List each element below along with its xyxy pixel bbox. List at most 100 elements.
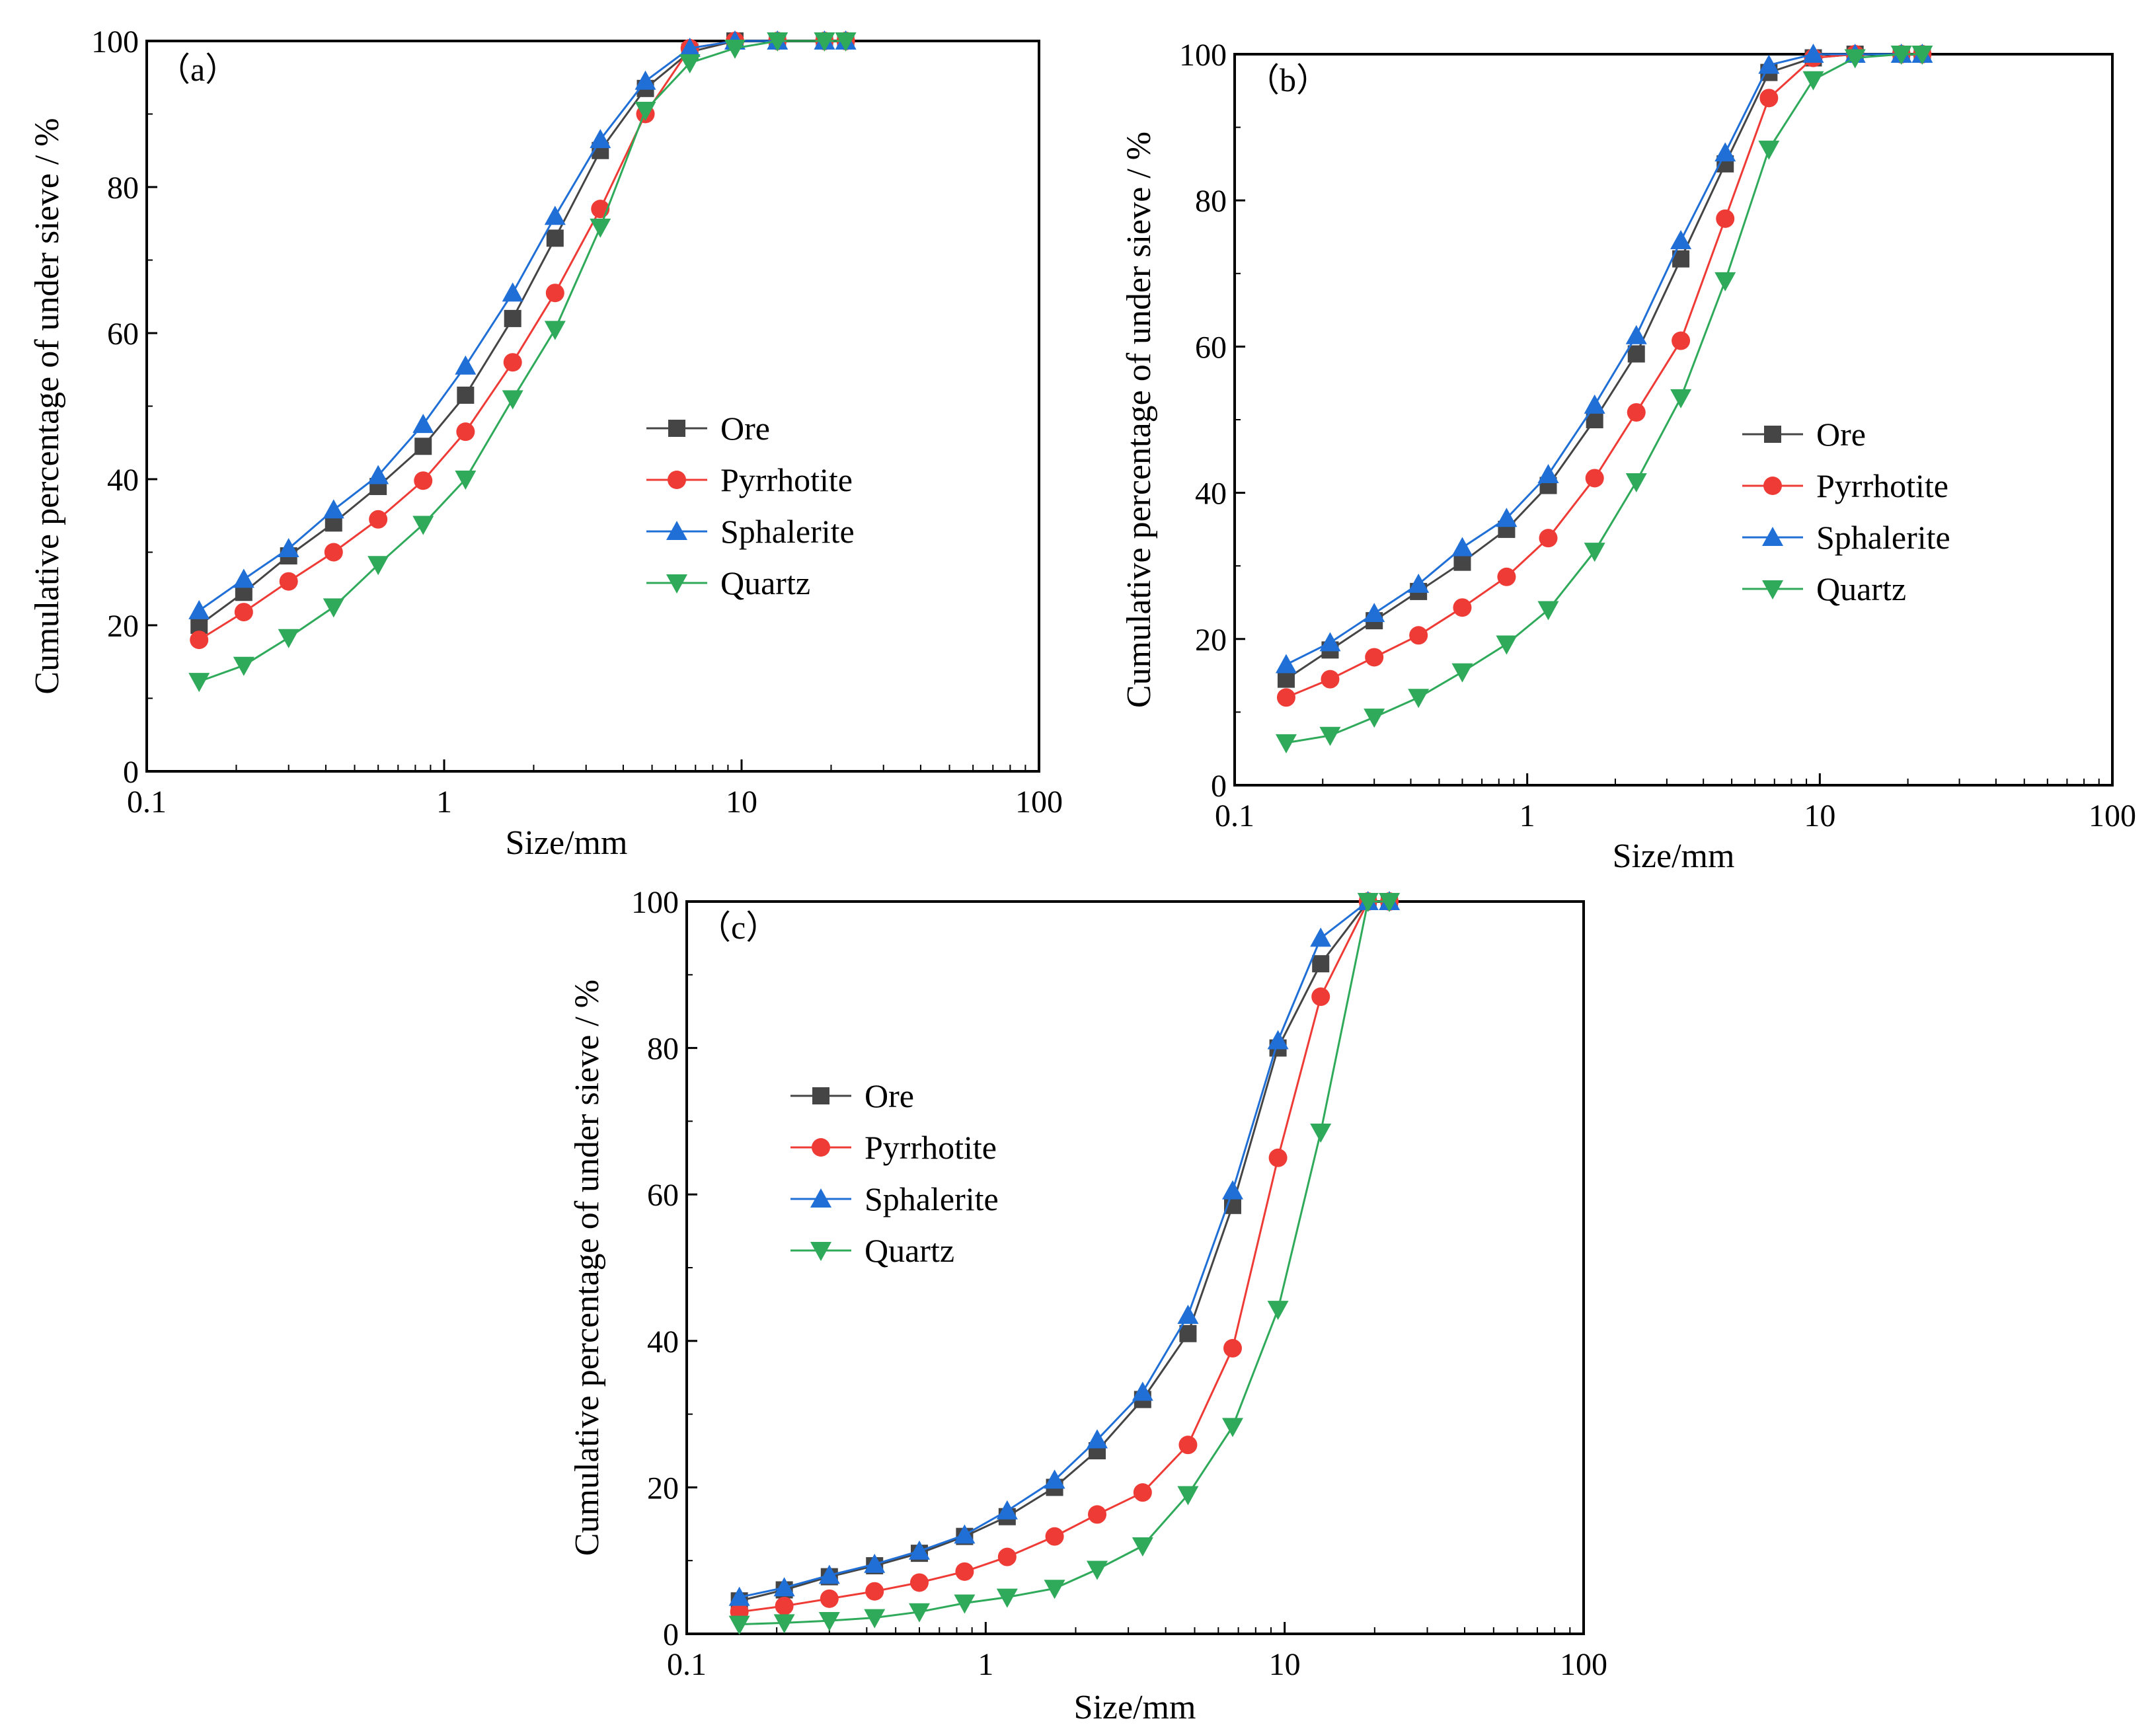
panel-b-series-pyrrhotite-point bbox=[1585, 469, 1604, 488]
panel-b-series-quartz-point bbox=[1802, 71, 1824, 91]
panel-c-series-sphalerite-point bbox=[1044, 1469, 1065, 1489]
panel-b-x-axis-label: Size/mm bbox=[1613, 837, 1735, 875]
panel-a-series-sphalerite-point bbox=[323, 499, 344, 519]
panel-b-series-quartz-line bbox=[1286, 53, 1923, 744]
panel-a-series-quartz-point bbox=[367, 556, 389, 576]
panel-c-xtick-label: 0.1 bbox=[667, 1647, 707, 1682]
panel-c-series-sphalerite-point bbox=[954, 1524, 976, 1544]
panel-a-series-ore-point bbox=[414, 438, 432, 455]
panel-c-series-pyrrhotite-point bbox=[1088, 1505, 1107, 1524]
panel-b-series-sphalerite-point bbox=[1408, 573, 1430, 593]
panel-c-legend-pyrrhotite-marker bbox=[812, 1138, 830, 1157]
panel-c-series-quartz-point bbox=[1087, 1560, 1108, 1580]
panel-a-series-sphalerite-point bbox=[412, 414, 434, 434]
panel-a-series-quartz-point bbox=[635, 101, 656, 121]
panel-b-legend-quartz-marker bbox=[1762, 580, 1783, 599]
panel-c-xtick-label: 100 bbox=[1560, 1647, 1607, 1682]
panel-a-series-pyrrhotite-point bbox=[324, 543, 343, 562]
panel-a-series-ore-point bbox=[504, 309, 521, 327]
panel-b-series-quartz-point bbox=[1537, 601, 1559, 621]
panel-c-series-quartz-point bbox=[908, 1603, 930, 1623]
panel-a-series-quartz-point bbox=[323, 598, 344, 618]
panel-c-series-sphalerite-point bbox=[1221, 1180, 1243, 1200]
panel-c-series-sphalerite-point bbox=[1177, 1305, 1199, 1325]
panel-a-series-ore-point bbox=[457, 386, 475, 404]
panel-b-series-quartz-point bbox=[1758, 140, 1780, 160]
panel-c-legend-sphalerite-label: Sphalerite bbox=[865, 1180, 999, 1217]
panel-b-series-sphalerite-point bbox=[1496, 508, 1518, 527]
panel-a-series-quartz-point bbox=[724, 40, 746, 59]
panel-c-series-sphalerite-point bbox=[773, 1577, 795, 1597]
panel-a-legend-ore-label: Ore bbox=[720, 410, 770, 447]
panel-c-series-group bbox=[728, 891, 1401, 1635]
panel-a-ytick-label: 20 bbox=[107, 609, 139, 644]
panel-c-series-quartz-point bbox=[864, 1609, 886, 1629]
panel-a-series-sphalerite-point bbox=[590, 129, 611, 149]
panel-a-series-sphalerite-point bbox=[233, 568, 254, 588]
panel-c-ytick-label: 100 bbox=[631, 885, 679, 920]
panel-b-xtick-label: 1 bbox=[1520, 798, 1535, 833]
panel-b-series-pyrrhotite-point bbox=[1409, 626, 1428, 645]
panel-a-xtick-label: 0.1 bbox=[127, 785, 167, 820]
panel-a-series-quartz-point bbox=[188, 673, 210, 693]
panel-b-series-pyrrhotite-point bbox=[1627, 403, 1646, 422]
panel-c-series-pyrrhotite-point bbox=[997, 1547, 1017, 1566]
panel-c-series-quartz-point bbox=[1357, 893, 1379, 912]
panel-b-series-quartz-point bbox=[1911, 46, 1933, 65]
panel-b-series-ore-point bbox=[1277, 670, 1295, 688]
panel-c-series-quartz-point bbox=[1177, 1486, 1199, 1506]
panel-a-legend-quartz-marker bbox=[666, 574, 687, 594]
panel-c: （c） Cumulative percentage of under sieve… bbox=[568, 885, 1607, 1726]
panel-c-legend-sphalerite-marker bbox=[810, 1188, 831, 1208]
panel-c-series-pyrrhotite-point bbox=[1178, 1436, 1198, 1455]
panel-c-series-sphalerite-point bbox=[996, 1500, 1018, 1519]
panel-b-series-ore-point bbox=[1453, 553, 1471, 571]
panel-a-series-quartz-line bbox=[198, 40, 846, 683]
panel-b-series-pyrrhotite-point bbox=[1276, 688, 1295, 707]
panel-a-series-sphalerite-point bbox=[635, 70, 656, 90]
panel-a-ytick-label: 0 bbox=[123, 755, 139, 790]
panel-a-series-pyrrhotite-point bbox=[190, 631, 209, 650]
panel-b-series-quartz-point bbox=[1584, 543, 1605, 562]
panel-c-series-quartz-point bbox=[954, 1594, 976, 1614]
panel-c-legend-ore-marker bbox=[812, 1087, 829, 1104]
panel-a: （a） Cumulative percentage of under sieve… bbox=[28, 24, 1063, 862]
panel-c-series-quartz-point bbox=[1379, 893, 1401, 912]
panel-a-series-group bbox=[188, 30, 857, 693]
panel-b-xtick-label: 100 bbox=[2089, 798, 2136, 833]
panel-c-series-pyrrhotite-line bbox=[739, 900, 1390, 1613]
panel-b-series-pyrrhotite-point bbox=[1759, 89, 1779, 108]
panel-c-series-pyrrhotite-point bbox=[1311, 987, 1330, 1007]
panel-c-series-pyrrhotite-point bbox=[865, 1582, 884, 1601]
panel-b-series-sphalerite-point bbox=[1451, 537, 1473, 557]
panel-c-ytick-label: 20 bbox=[647, 1471, 679, 1506]
panel-b-series-sphalerite-point bbox=[1714, 142, 1736, 162]
panel-c-legend-quartz-label: Quartz bbox=[865, 1232, 954, 1269]
panel-a-xtick-label: 100 bbox=[1015, 785, 1063, 820]
panel-b-ytick-label: 60 bbox=[1195, 330, 1227, 365]
panel-a-series-quartz-point bbox=[590, 218, 611, 238]
panel-c-xtick-label: 1 bbox=[978, 1647, 993, 1682]
panel-a-series-pyrrhotite-point bbox=[234, 603, 253, 622]
panel-c-series-ore-line bbox=[739, 900, 1390, 1602]
panel-c-y-axis-label: Cumulative percentage of under sieve / % bbox=[568, 980, 606, 1556]
panel-c-ytick-label: 80 bbox=[647, 1032, 679, 1067]
panel-b-series-quartz-point bbox=[1625, 473, 1647, 493]
panel-c-series-sphalerite-point bbox=[818, 1564, 840, 1584]
panel-b-series-group bbox=[1275, 44, 1933, 753]
panel-c-series-quartz-point bbox=[1267, 1301, 1289, 1321]
panel-b-legend-pyrrhotite-marker bbox=[1763, 477, 1782, 495]
panel-b-series-sphalerite-point bbox=[1275, 654, 1297, 673]
panel-a-series-pyrrhotite-point bbox=[414, 471, 433, 490]
panel-b-ytick-label: 20 bbox=[1195, 623, 1227, 658]
panel-b-series-sphalerite-point bbox=[1537, 463, 1559, 483]
panel-b-series-sphalerite-point bbox=[1758, 54, 1780, 74]
panel-c-series-sphalerite-point bbox=[1087, 1429, 1108, 1449]
panel-b-series-quartz-point bbox=[1319, 726, 1341, 746]
panel-c-series-sphalerite-point bbox=[1132, 1381, 1153, 1401]
panel-a-ticks: 0 20 40 60 80 100 0.1 1 10 100 bbox=[91, 24, 1063, 820]
panel-b-series-pyrrhotite-point bbox=[1672, 331, 1691, 350]
panel-b-label: （b） bbox=[1247, 61, 1329, 98]
panel-a-ytick-label: 80 bbox=[107, 171, 139, 206]
